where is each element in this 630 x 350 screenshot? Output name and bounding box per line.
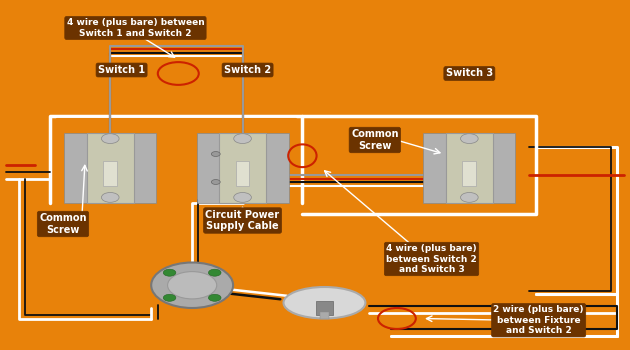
Text: 4 wire (plus bare) between
Switch 1 and Switch 2: 4 wire (plus bare) between Switch 1 and … [67, 18, 204, 38]
Circle shape [101, 193, 119, 202]
Text: Switch 1: Switch 1 [98, 65, 145, 75]
Text: 2 wire (plus bare)
between Fixture
and Switch 2: 2 wire (plus bare) between Fixture and S… [493, 305, 584, 335]
Circle shape [101, 134, 119, 143]
Bar [236, 161, 249, 186]
Bar [219, 133, 266, 203]
Text: Switch 3: Switch 3 [446, 69, 493, 78]
Circle shape [209, 269, 221, 276]
Text: Circuit Power
Supply Cable: Circuit Power Supply Cable [205, 210, 280, 231]
Circle shape [212, 180, 220, 184]
Circle shape [209, 294, 221, 301]
Text: Common
Screw: Common Screw [39, 213, 87, 235]
Circle shape [151, 262, 233, 308]
Circle shape [461, 193, 478, 202]
Circle shape [163, 294, 176, 301]
Bar [446, 133, 493, 203]
Bar [64, 133, 96, 203]
Ellipse shape [284, 287, 365, 318]
Bar [320, 312, 329, 318]
Bar [86, 133, 134, 203]
Text: Switch 2: Switch 2 [224, 65, 271, 75]
Text: 4 wire (plus bare)
between Switch 2
and Switch 3: 4 wire (plus bare) between Switch 2 and … [386, 244, 477, 274]
Bar [197, 133, 228, 203]
Bar [257, 133, 289, 203]
Circle shape [461, 134, 478, 143]
Bar [103, 161, 117, 186]
Text: Common
Screw: Common Screw [351, 129, 399, 151]
Bar [125, 133, 156, 203]
Bar [484, 133, 515, 203]
Bar [316, 301, 333, 315]
Circle shape [168, 272, 217, 299]
Bar [423, 133, 455, 203]
Bar [462, 161, 476, 186]
Circle shape [234, 193, 251, 202]
Circle shape [234, 134, 251, 143]
Circle shape [212, 152, 220, 156]
Circle shape [163, 269, 176, 276]
